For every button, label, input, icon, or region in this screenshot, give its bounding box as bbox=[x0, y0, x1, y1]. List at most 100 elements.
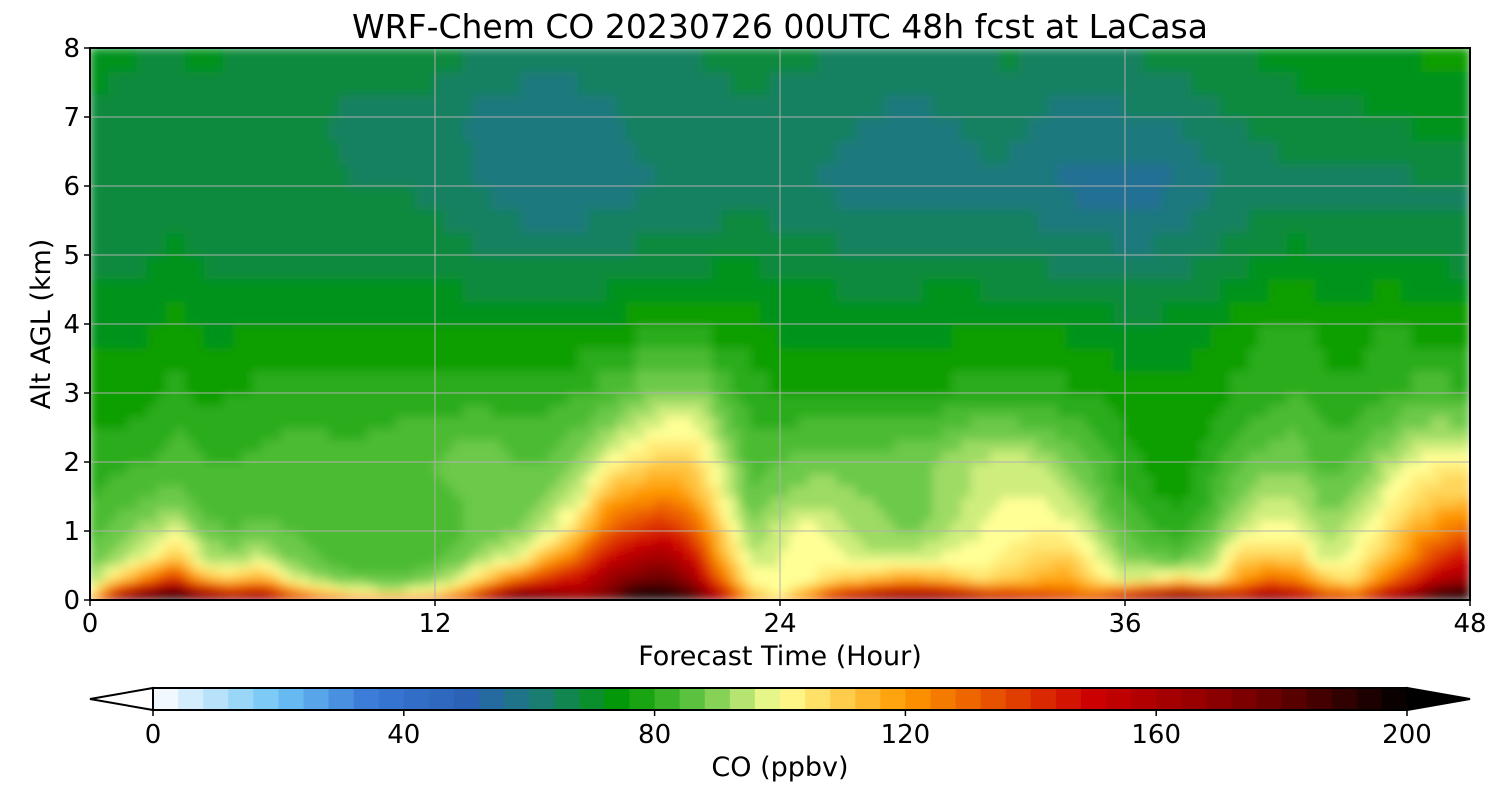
heatmap-cell bbox=[1296, 449, 1309, 463]
heatmap-cell bbox=[951, 449, 964, 463]
heatmap-cell bbox=[894, 472, 906, 486]
heatmap-cell bbox=[1334, 495, 1347, 509]
heatmap-cell bbox=[1114, 582, 1126, 590]
heatmap-cell bbox=[625, 594, 638, 599]
heatmap-cell bbox=[1373, 346, 1385, 371]
heatmap-cell bbox=[472, 323, 484, 348]
heatmap-cell bbox=[903, 346, 916, 371]
heatmap-cell bbox=[1076, 231, 1088, 256]
heatmap-cell bbox=[1018, 438, 1031, 452]
heatmap-cell bbox=[386, 472, 398, 486]
heatmap-cell bbox=[922, 564, 935, 574]
heatmap-cell bbox=[1392, 507, 1404, 521]
heatmap-cell bbox=[529, 277, 542, 302]
heatmap-cell bbox=[683, 518, 695, 532]
heatmap-cell bbox=[1104, 530, 1117, 542]
heatmap-cell bbox=[529, 185, 542, 210]
heatmap-cell bbox=[750, 403, 762, 417]
heatmap-cell bbox=[1143, 530, 1155, 542]
heatmap-cell bbox=[1344, 449, 1356, 463]
heatmap-cell bbox=[1066, 254, 1079, 279]
heatmap-cell bbox=[165, 578, 178, 585]
heatmap-cell bbox=[779, 518, 791, 532]
heatmap-cell bbox=[328, 231, 341, 256]
heatmap-cell bbox=[299, 557, 312, 567]
heatmap-cell bbox=[309, 231, 321, 256]
heatmap-cell bbox=[654, 300, 666, 325]
heatmap-cell bbox=[414, 116, 427, 141]
heatmap-cell bbox=[1286, 369, 1299, 394]
heatmap-cell bbox=[462, 582, 475, 590]
heatmap-cell bbox=[347, 518, 360, 532]
heatmap-cell bbox=[721, 518, 734, 532]
heatmap-cell bbox=[386, 587, 398, 595]
heatmap-cell bbox=[90, 564, 101, 574]
heatmap-cell bbox=[894, 369, 906, 394]
heatmap-cell bbox=[194, 594, 206, 599]
heatmap-cell bbox=[1315, 518, 1328, 532]
heatmap-cell bbox=[549, 564, 561, 574]
heatmap-cell bbox=[1430, 472, 1443, 486]
heatmap-cell bbox=[961, 571, 973, 581]
heatmap-cell bbox=[587, 530, 599, 542]
heatmap-cell bbox=[1382, 426, 1395, 440]
heatmap-cell bbox=[1286, 254, 1299, 279]
heatmap-cell bbox=[1248, 208, 1261, 233]
heatmap-cell bbox=[117, 557, 130, 567]
heatmap-cell bbox=[1239, 548, 1251, 560]
heatmap-cell bbox=[347, 592, 360, 597]
heatmap-cell bbox=[98, 208, 111, 233]
heatmap-cell bbox=[156, 426, 168, 440]
heatmap-cell bbox=[357, 594, 369, 599]
heatmap-cell bbox=[846, 346, 858, 371]
heatmap-cell bbox=[338, 461, 350, 475]
heatmap-cell bbox=[549, 582, 561, 590]
heatmap-cell bbox=[194, 323, 206, 348]
heatmap-cell bbox=[1210, 438, 1222, 452]
heatmap-cell bbox=[184, 449, 197, 463]
heatmap-cell bbox=[175, 530, 187, 542]
heatmap-cell bbox=[194, 582, 206, 590]
heatmap-cell bbox=[261, 557, 274, 567]
heatmap-cell bbox=[874, 539, 887, 551]
heatmap-cell bbox=[913, 403, 925, 417]
heatmap-cell bbox=[347, 415, 360, 429]
heatmap-cell bbox=[223, 548, 235, 560]
heatmap-cell bbox=[472, 231, 484, 256]
heatmap-cell bbox=[1325, 277, 1337, 302]
heatmap-cell bbox=[366, 578, 379, 585]
heatmap-cell bbox=[242, 507, 254, 521]
heatmap-cell bbox=[146, 277, 159, 302]
heatmap-cell bbox=[1076, 208, 1088, 233]
heatmap-cell bbox=[1411, 495, 1424, 509]
heatmap-cell bbox=[759, 472, 772, 486]
heatmap-cell bbox=[204, 507, 216, 521]
heatmap-cell bbox=[127, 277, 139, 302]
heatmap-cell bbox=[1258, 571, 1270, 581]
heatmap-cell bbox=[846, 571, 858, 581]
heatmap-cell bbox=[338, 185, 350, 210]
heatmap-cell bbox=[280, 571, 293, 581]
heatmap-cell bbox=[1344, 495, 1356, 509]
heatmap-cell bbox=[1028, 369, 1040, 394]
heatmap-cell bbox=[711, 403, 724, 417]
heatmap-cell bbox=[951, 557, 964, 567]
heatmap-cell bbox=[1296, 392, 1309, 406]
heatmap-cell bbox=[194, 208, 206, 233]
heatmap-cell bbox=[395, 461, 408, 475]
heatmap-cell bbox=[529, 518, 542, 532]
heatmap-cell bbox=[127, 392, 139, 406]
heatmap-cell bbox=[1162, 392, 1174, 406]
heatmap-cell bbox=[779, 426, 791, 440]
heatmap-cell bbox=[884, 300, 896, 325]
heatmap-cell bbox=[453, 571, 465, 581]
heatmap-cell bbox=[357, 185, 369, 210]
heatmap-cell bbox=[357, 162, 369, 187]
heatmap-cell bbox=[175, 426, 187, 440]
heatmap-cell bbox=[328, 323, 341, 348]
heatmap-cell bbox=[443, 571, 456, 581]
heatmap-cell bbox=[865, 139, 877, 164]
heatmap-cell bbox=[175, 472, 187, 486]
heatmap-cell bbox=[1267, 518, 1280, 532]
heatmap-cell bbox=[654, 582, 666, 590]
